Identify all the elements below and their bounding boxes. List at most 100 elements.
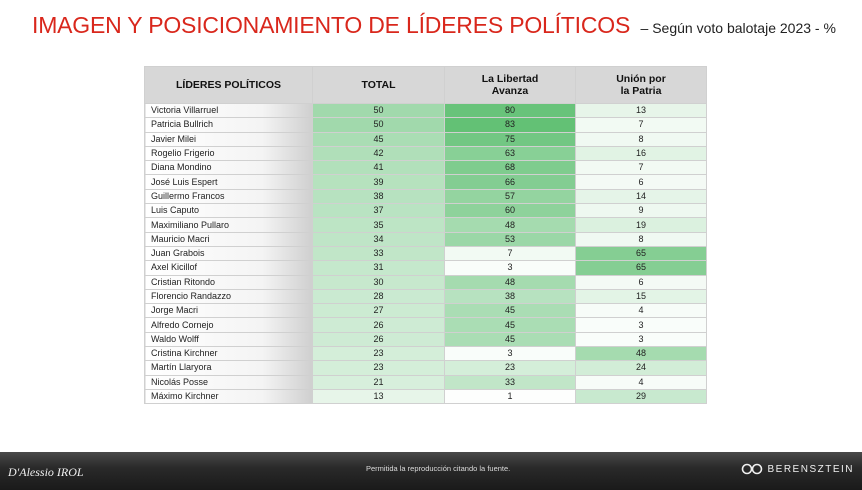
table-row: Cristina Kirchner 23 3 48: [144, 346, 707, 362]
lla-value: 1: [444, 388, 576, 405]
uxp-value: 6: [575, 174, 707, 190]
header-leaders: LÍDERES POLÍTICOS: [144, 66, 313, 104]
leader-name: Victoria Villarruel: [144, 102, 313, 119]
total-value: 39: [312, 174, 445, 190]
table-row: Maximiliano Pullaro 35 48 19: [144, 217, 707, 233]
total-value: 13: [312, 388, 445, 405]
total-value: 26: [312, 317, 445, 333]
total-value: 23: [312, 360, 445, 376]
uxp-value: 15: [575, 288, 707, 305]
table-row: Mauricio Macri 34 53 8: [144, 231, 707, 247]
leader-name: Luis Caputo: [144, 203, 313, 219]
uxp-value: 7: [575, 117, 707, 133]
lla-value: 48: [444, 274, 576, 290]
table-row: Luis Caputo 37 60 9: [144, 203, 707, 219]
lla-value: 45: [444, 303, 576, 319]
table-row: Cristian Ritondo 30 48 6: [144, 274, 707, 290]
lla-value: 75: [444, 131, 576, 147]
lla-value: 68: [444, 160, 576, 176]
lla-value: 53: [444, 231, 576, 247]
total-value: 34: [312, 231, 445, 247]
leader-name: Javier Milei: [144, 131, 313, 147]
lla-value: 45: [444, 317, 576, 333]
uxp-value: 7: [575, 160, 707, 176]
uxp-value: 3: [575, 331, 707, 348]
berensztein-mark-icon: [742, 463, 763, 475]
table-row: Diana Mondino 41 68 7: [144, 160, 707, 176]
berensztein-logo: BERENSZTEIN: [741, 463, 854, 475]
total-value: 30: [312, 274, 445, 290]
table-row: José Luis Espert 39 66 6: [144, 174, 707, 190]
leader-name: Axel Kicillof: [144, 260, 313, 276]
total-value: 50: [312, 117, 445, 133]
berensztein-text: BERENSZTEIN: [767, 463, 854, 475]
uxp-value: 4: [575, 374, 707, 390]
leader-name: Juan Grabois: [144, 245, 313, 262]
total-value: 28: [312, 288, 445, 305]
lla-value: 57: [444, 188, 576, 205]
table-row: Juan Grabois 33 7 65: [144, 245, 707, 262]
header-total: TOTAL: [312, 66, 445, 104]
table-row: Alfredo Cornejo 26 45 3: [144, 317, 707, 333]
header-uxp-label: Unión por la Patria: [616, 73, 666, 97]
table-body: Victoria Villarruel 50 80 13 Patricia Bullri…: [144, 102, 707, 405]
table-row: Máximo Kirchner 13 1 29: [144, 388, 707, 405]
table-row: Guillermo Francos 38 57 14: [144, 188, 707, 205]
uxp-value: 6: [575, 274, 707, 290]
uxp-value: 24: [575, 360, 707, 376]
title-main: IMAGEN Y POSICIONAMIENTO DE LÍDERES POLÍ…: [32, 12, 631, 38]
leader-name: Alfredo Cornejo: [144, 317, 313, 333]
uxp-value: 29: [575, 388, 707, 405]
table-row: Patricia Bullrich 50 83 7: [144, 117, 707, 133]
total-value: 37: [312, 203, 445, 219]
total-value: 38: [312, 188, 445, 205]
footer-note: Permitida la reproducción citando la fue…: [366, 464, 511, 473]
uxp-value: 4: [575, 303, 707, 319]
total-value: 45: [312, 131, 445, 147]
total-value: 50: [312, 102, 445, 119]
lla-value: 38: [444, 288, 576, 305]
leader-name: José Luis Espert: [144, 174, 313, 190]
table-row: Florencio Randazzo 28 38 15: [144, 288, 707, 305]
leader-name: Cristian Ritondo: [144, 274, 313, 290]
dalessio-logo: D'Alessio IROL: [8, 465, 84, 479]
uxp-value: 8: [575, 131, 707, 147]
leader-name: Maximiliano Pullaro: [144, 217, 313, 233]
leader-name: Cristina Kirchner: [144, 346, 313, 362]
leader-name: Diana Mondino: [144, 160, 313, 176]
leader-name: Rogelio Frigerio: [144, 145, 313, 162]
footer-bar: D'Alessio IROL Permitida la reproducción…: [0, 452, 862, 490]
leader-name: Martín Llaryora: [144, 360, 313, 376]
table-row: Victoria Villarruel 50 80 13: [144, 102, 707, 119]
leader-name: Guillermo Francos: [144, 188, 313, 205]
total-value: 27: [312, 303, 445, 319]
header-lla-label: La Libertad Avanza: [481, 73, 539, 97]
uxp-value: 14: [575, 188, 707, 205]
table-row: Waldo Wolff 26 45 3: [144, 331, 707, 348]
lla-value: 66: [444, 174, 576, 190]
table-row: Jorge Macri 27 45 4: [144, 303, 707, 319]
leader-name: Jorge Macri: [144, 303, 313, 319]
title-subtitle: – Según voto balotaje 2023 - %: [640, 20, 836, 36]
lla-value: 23: [444, 360, 576, 376]
table-row: Martín Llaryora 23 23 24: [144, 360, 707, 376]
uxp-value: 3: [575, 317, 707, 333]
lla-value: 80: [444, 102, 576, 119]
table-row: Rogelio Frigerio 42 63 16: [144, 145, 707, 162]
total-value: 35: [312, 217, 445, 233]
lla-value: 63: [444, 145, 576, 162]
uxp-value: 65: [575, 260, 707, 276]
uxp-value: 19: [575, 217, 707, 233]
lla-value: 3: [444, 260, 576, 276]
leaders-table: LÍDERES POLÍTICOS TOTAL La Libertad Avan…: [144, 66, 707, 405]
lla-value: 83: [444, 117, 576, 133]
uxp-value: 8: [575, 231, 707, 247]
total-value: 23: [312, 346, 445, 362]
leader-name: Máximo Kirchner: [144, 388, 313, 405]
total-value: 21: [312, 374, 445, 390]
uxp-value: 9: [575, 203, 707, 219]
total-value: 31: [312, 260, 445, 276]
table-row: Javier Milei 45 75 8: [144, 131, 707, 147]
leader-name: Florencio Randazzo: [144, 288, 313, 305]
uxp-value: 16: [575, 145, 707, 162]
